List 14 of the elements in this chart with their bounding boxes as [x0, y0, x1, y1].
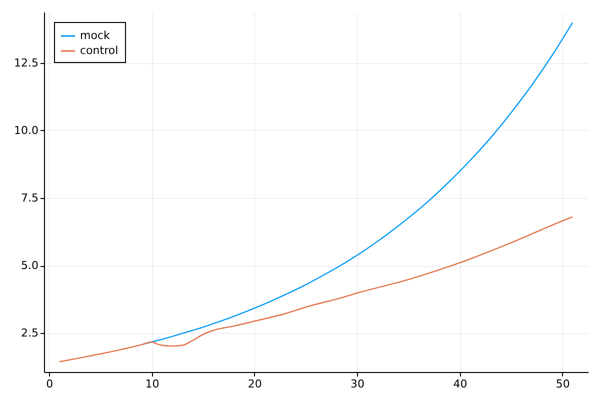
- x-tick-label: 40: [453, 378, 468, 390]
- legend-label: mock: [80, 29, 110, 42]
- x-tick-label: 30: [350, 378, 365, 390]
- y-tick-label: 2.5: [21, 326, 38, 340]
- x-tick-label: 20: [248, 378, 262, 390]
- y-tick-label: 5.0: [21, 259, 38, 272]
- x-tick-label: 0: [46, 378, 54, 390]
- legend-label: control: [80, 44, 118, 57]
- x-tick-label: 50: [556, 378, 570, 390]
- x-tick-label: 10: [145, 378, 160, 390]
- y-tick-label: 10.0: [14, 124, 38, 137]
- y-tick-label: 12.5: [14, 56, 38, 70]
- y-tick-label: 7.5: [21, 191, 38, 204]
- line-series: [58, 216, 574, 362]
